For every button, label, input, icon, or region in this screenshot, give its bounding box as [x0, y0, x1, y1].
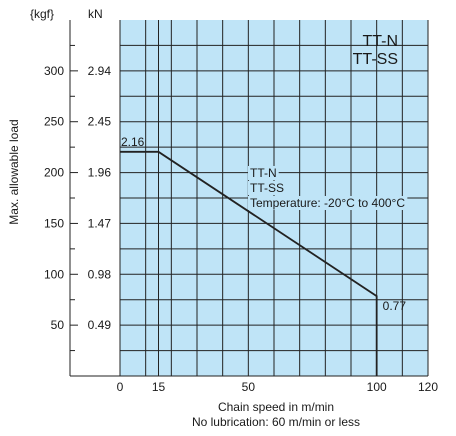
annotation-backdrop-2: [248, 196, 408, 210]
y-tick-label-kn-2: 1.47: [88, 216, 112, 230]
annotation-backdrop-0: [248, 166, 279, 180]
series-point-label-0-0: 2.16: [121, 135, 145, 149]
y-tick-label-kgf-4: 250: [44, 115, 64, 129]
y-tick-label-kgf-2: 150: [44, 216, 64, 230]
x-tick-label-3: 100: [367, 380, 387, 394]
legend-line-2: TT-SS: [353, 51, 398, 68]
x-tick-label-1: 15: [152, 380, 166, 394]
annotation: TT-N TT-SS Temperature: -20°C to 400°C: [248, 166, 408, 210]
x-tick-label-2: 50: [242, 380, 256, 394]
y-tick-label-kn-4: 2.45: [88, 115, 112, 129]
series-point-0-0: [119, 151, 121, 153]
y-tick-label-kn-3: 1.96: [88, 166, 112, 180]
series: 2.16 0.77: [119, 135, 407, 377]
y-tick-label-kgf-0: 50: [51, 318, 65, 332]
y-tick-label-kgf-5: 300: [44, 64, 64, 78]
annotation-line-3: Temperature: -20°C to 400°C: [250, 196, 405, 210]
y-axis-label: Max. allowable load: [7, 119, 21, 224]
y-tick-label-kgf-3: 200: [44, 166, 64, 180]
x-tick-label-0: 0: [117, 380, 124, 394]
legend-line-1: TT-N: [362, 33, 398, 50]
series-point-0-2: [376, 295, 378, 297]
series-point-0-3: [376, 375, 378, 377]
series-point-0-1: [158, 151, 159, 153]
series-line-0: [120, 150, 378, 376]
y-unit-kgf: {kgf}: [30, 7, 54, 21]
y-tick-label-kn-1: 0.98: [88, 267, 112, 281]
y-tick-label-kn-5: 2.94: [88, 64, 112, 78]
y-tick-label-kn-0: 0.49: [88, 318, 112, 332]
y-tick-label-kgf-1: 100: [44, 267, 64, 281]
x-axis-sublabel: No lubrication: 60 m/min or less: [192, 415, 360, 429]
y-unit-kn: kN: [88, 7, 103, 21]
x-ticks: 0 15 50 100 120: [117, 380, 439, 394]
x-tick-label-4: 120: [418, 380, 438, 394]
annotation-line-2: TT-SS: [250, 181, 284, 195]
y-ticks: 50 0.49 100 0.98 150 1.47 200 1.96 250 2.45 300 2.9…: [44, 44, 112, 352]
annotation-backdrop-1: [248, 181, 287, 195]
x-axis-label: Chain speed in m/min: [218, 400, 334, 414]
series-point-label-0-2: 0.77: [383, 299, 407, 313]
annotation-line-1: TT-N: [250, 166, 277, 180]
